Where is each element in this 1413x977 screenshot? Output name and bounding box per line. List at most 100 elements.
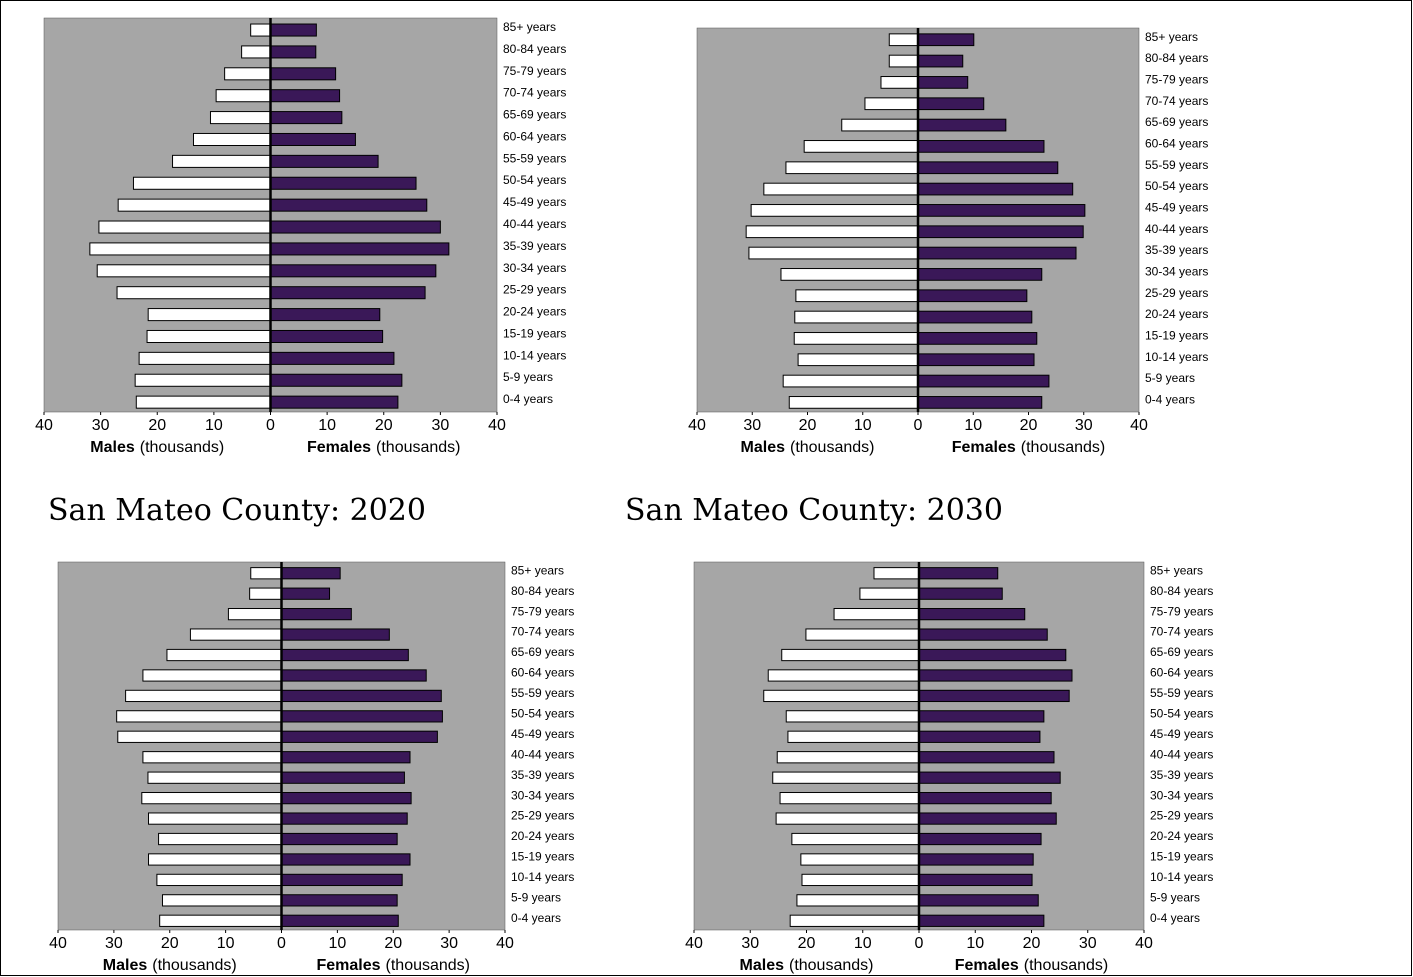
bar bbox=[917, 182, 1074, 196]
bar bbox=[918, 648, 1067, 662]
category-label: 50-54 years bbox=[511, 706, 574, 720]
category-label: 5-9 years bbox=[1150, 890, 1200, 904]
x-tick-label: 20 bbox=[798, 935, 816, 952]
bar bbox=[189, 628, 282, 641]
x-tick-label: 40 bbox=[1135, 935, 1153, 952]
category-label: 35-39 years bbox=[503, 239, 566, 253]
x-axis-label-strong: Males bbox=[103, 957, 148, 974]
category-label: 65-69 years bbox=[511, 645, 574, 659]
category-label: 45-49 years bbox=[511, 727, 574, 741]
bar bbox=[918, 608, 1026, 621]
bar bbox=[787, 730, 920, 743]
category-label: 40-44 years bbox=[511, 747, 574, 761]
bar bbox=[918, 853, 1034, 866]
bar bbox=[788, 396, 919, 409]
category-label: 20-24 years bbox=[1150, 829, 1213, 843]
category-label: 80-84 years bbox=[1145, 51, 1208, 65]
x-axis-label-unit: (thousands) bbox=[1024, 957, 1109, 974]
category-label: 75-79 years bbox=[1145, 72, 1208, 86]
category-label: 60-64 years bbox=[1150, 666, 1213, 680]
category-label: 20-24 years bbox=[511, 829, 574, 843]
bar bbox=[156, 873, 282, 887]
bar bbox=[227, 608, 282, 621]
x-tick-label: 30 bbox=[1075, 417, 1093, 434]
category-label: 60-64 years bbox=[503, 129, 566, 143]
bar bbox=[134, 373, 271, 387]
category-label: 10-14 years bbox=[503, 348, 566, 362]
bar bbox=[281, 608, 352, 621]
bar bbox=[281, 628, 390, 641]
category-label: 45-49 years bbox=[1150, 727, 1213, 741]
bar bbox=[791, 832, 920, 846]
bar bbox=[745, 225, 919, 239]
x-tick-label: 40 bbox=[49, 935, 67, 952]
bar bbox=[781, 648, 920, 662]
bar bbox=[281, 832, 398, 846]
bar bbox=[918, 587, 1003, 600]
category-label: 85+ years bbox=[1150, 563, 1203, 577]
bar bbox=[917, 118, 1007, 132]
category-label: 35-39 years bbox=[1150, 768, 1213, 782]
bar bbox=[917, 246, 1077, 260]
bar bbox=[750, 204, 919, 217]
bar bbox=[270, 373, 403, 387]
category-label: 10-14 years bbox=[1145, 350, 1208, 364]
bar bbox=[917, 76, 969, 89]
bar bbox=[270, 45, 317, 59]
bar bbox=[748, 246, 919, 260]
bar bbox=[793, 332, 919, 345]
x-tick-label: 20 bbox=[1020, 417, 1038, 434]
x-tick-label: 20 bbox=[161, 935, 179, 952]
bar bbox=[281, 669, 427, 682]
x-axis-label-unit: (thousands) bbox=[140, 439, 225, 456]
bar bbox=[270, 286, 426, 300]
x-tick-label: 10 bbox=[318, 417, 336, 434]
x-tick-label: 20 bbox=[384, 935, 402, 952]
x-tick-label: 30 bbox=[1079, 935, 1097, 952]
bar bbox=[270, 395, 399, 409]
bar bbox=[918, 792, 1052, 805]
category-label: 40-44 years bbox=[503, 217, 566, 231]
bar bbox=[281, 710, 443, 723]
bar bbox=[917, 161, 1059, 175]
bar bbox=[270, 242, 450, 256]
x-tick-label: 0 bbox=[266, 417, 275, 434]
bar bbox=[281, 894, 398, 907]
bar bbox=[917, 310, 1033, 324]
x-tick-label: 10 bbox=[217, 935, 235, 952]
bar bbox=[917, 97, 985, 111]
category-label: 20-24 years bbox=[503, 305, 566, 319]
x-tick-label: 30 bbox=[440, 935, 458, 952]
category-label: 50-54 years bbox=[1150, 706, 1213, 720]
x-tick-label: 20 bbox=[799, 417, 817, 434]
bar bbox=[281, 792, 412, 805]
bar bbox=[250, 23, 271, 37]
category-label: 70-74 years bbox=[503, 86, 566, 100]
bar bbox=[805, 628, 920, 641]
x-tick-label: 10 bbox=[964, 417, 982, 434]
category-label: 50-54 years bbox=[1145, 179, 1208, 193]
bar bbox=[215, 89, 271, 103]
chart-title: San Mateo County: 2020 bbox=[48, 493, 426, 528]
category-label: 0-4 years bbox=[511, 911, 561, 925]
x-axis-label-strong: Females bbox=[952, 439, 1016, 456]
category-label: 80-84 years bbox=[511, 584, 574, 598]
bar bbox=[270, 308, 381, 322]
category-label: 80-84 years bbox=[503, 42, 566, 56]
category-label: 70-74 years bbox=[511, 625, 574, 639]
bar bbox=[270, 89, 341, 103]
category-label: 15-19 years bbox=[1145, 328, 1208, 342]
bar bbox=[117, 730, 282, 743]
category-label: 70-74 years bbox=[1150, 625, 1213, 639]
bar bbox=[281, 873, 403, 887]
bar bbox=[859, 587, 920, 600]
bar bbox=[918, 730, 1041, 743]
category-label: 85+ years bbox=[1145, 30, 1198, 44]
x-axis-label: Females (thousands) bbox=[316, 957, 470, 974]
bar bbox=[281, 914, 399, 927]
bar bbox=[917, 374, 1050, 388]
category-label: 15-19 years bbox=[1150, 850, 1213, 864]
category-label: 20-24 years bbox=[1145, 307, 1208, 321]
bar bbox=[785, 161, 919, 175]
